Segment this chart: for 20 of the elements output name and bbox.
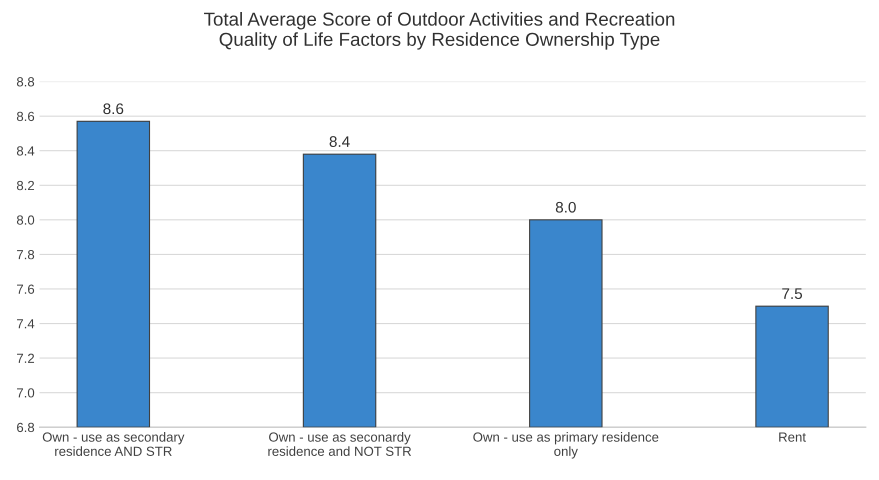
text: 7.0	[17, 388, 34, 398]
x-tick-label: Rent	[779, 432, 806, 442]
text: 8.6	[16, 112, 34, 122]
text: 8.0	[16, 215, 34, 225]
text: 6.8	[17, 422, 34, 432]
x-tick-label: Own - use as primary residence only	[473, 432, 658, 459]
chart-title: Total Average Score of Outdoor Activities and Recreation Quality of Life Factors by Residence Ownership Type	[204, 12, 674, 50]
text: 8.4	[16, 146, 34, 156]
data-label: 8.6	[103, 103, 124, 114]
text: 8.2	[16, 180, 34, 190]
text: 8.8	[16, 77, 34, 87]
text: 7.8	[17, 250, 34, 260]
data-label: 7.5	[782, 288, 802, 300]
text: 7.6	[17, 284, 34, 294]
text: 7.2	[17, 354, 34, 363]
data-label: 8.0	[556, 202, 576, 213]
x-tick-label: Own - use as seconardy residence and NOT STR	[268, 432, 412, 456]
x-tick-label: Own - use as secondary residence AND STR	[42, 432, 184, 456]
data-label: 8.4	[330, 136, 350, 147]
text: 7.4	[17, 319, 34, 328]
